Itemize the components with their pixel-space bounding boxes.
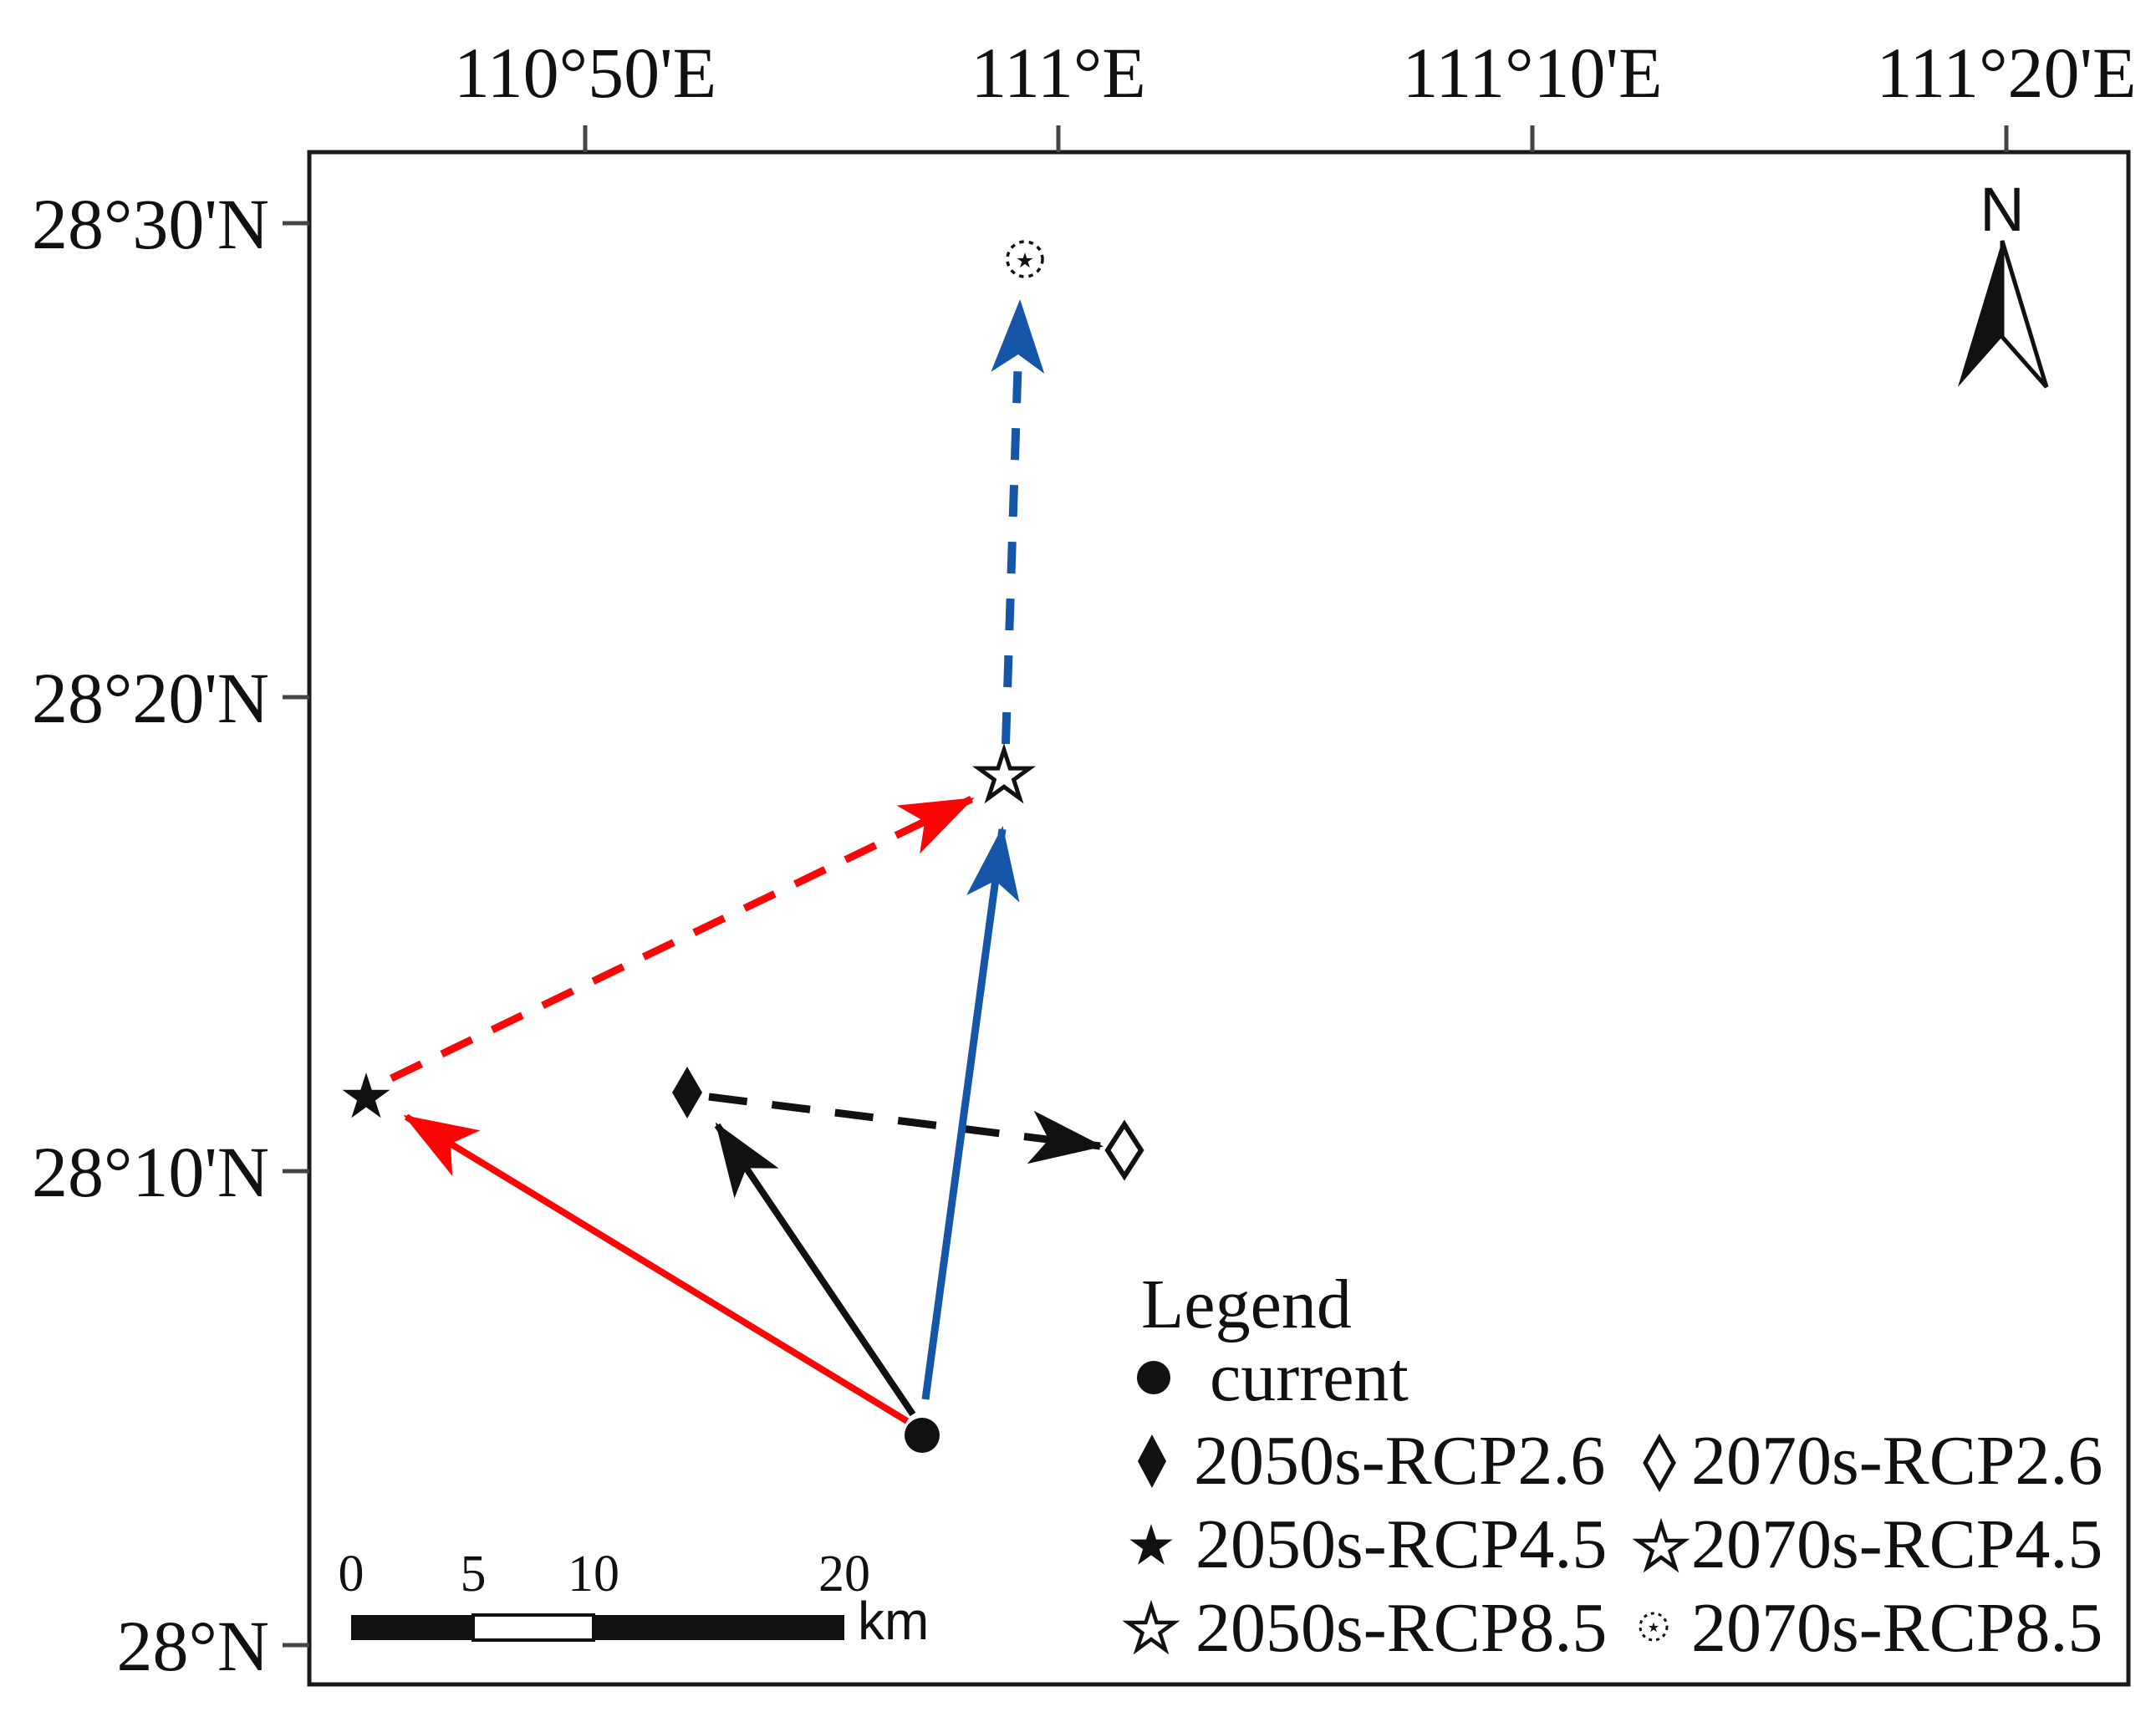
shift-arrows [390, 299, 1103, 1424]
marker-2050s-rcp26 [672, 1067, 702, 1118]
arrow-current-to-2050s-rcp26 [714, 1122, 916, 1417]
legend-marker-2070s-rcp26 [1643, 1433, 1676, 1493]
lat-label-0: 28°30'N [32, 184, 269, 264]
legend-marker-current [1137, 1361, 1170, 1394]
map-markers [342, 240, 1144, 1453]
latitude-axis [283, 221, 309, 1648]
legend-label-current: current [1210, 1338, 1409, 1416]
lon-label-0: 110°50'E [454, 33, 716, 113]
north-arrow-right-wing [2000, 240, 2049, 389]
marker-2070s-rcp45-and-2050s-rcp85 [979, 750, 1030, 798]
scale-bar-numbers: 0 5 10 20 [339, 1546, 871, 1602]
scale-tick-5: 5 [461, 1546, 487, 1602]
lat-label-2: 28°10'N [32, 1132, 269, 1212]
arrow-current-to-2050s-rcp85 [921, 826, 1020, 1400]
legend-label-2070s-rcp85: 2070s-RCP8.5 [1691, 1589, 2102, 1667]
arrow-2050s-rcp26-to-2070s-rcp26 [708, 1093, 1103, 1164]
marker-2070s-rcp85-circle [1006, 240, 1044, 278]
scale-bar: 0 5 10 20 km [339, 1546, 930, 1651]
legend-label-2070s-rcp26: 2070s-RCP2.6 [1691, 1422, 2102, 1500]
north-arrow-label: N [1980, 175, 2024, 244]
legend-marker-2050s-rcp85 [1128, 1606, 1174, 1649]
latitude-labels: 28°30'N 28°20'N 28°10'N 28°N [32, 184, 269, 1686]
marker-2070s-rcp26 [1104, 1119, 1144, 1181]
arrow-2050s-rcp45-to-2070s-rcp45 [390, 795, 975, 1083]
map-frame [307, 150, 2131, 1687]
marker-2050s-rcp45 [342, 1072, 390, 1118]
legend-label-2050s-rcp26: 2050s-RCP2.6 [1194, 1422, 1605, 1500]
legend-marker-2070s-rcp85-circle [1639, 1612, 1669, 1642]
lat-label-1: 28°20'N [32, 658, 269, 738]
legend-label-2070s-rcp45: 2070s-RCP4.5 [1691, 1506, 2102, 1583]
scale-bar-segment-5-10 [471, 1613, 595, 1642]
north-arrow: N [1958, 175, 2049, 389]
legend: Legend current 2050s-RCP2.6 2070s-RCP2.6… [1128, 1266, 2102, 1667]
legend-marker-2070s-rcp85-dot [1648, 1622, 1659, 1633]
marker-2070s-rcp85-dot [1017, 252, 1033, 268]
lon-label-2: 111°10'E [1402, 33, 1662, 113]
scale-bar-segment-10-20 [594, 1615, 844, 1640]
legend-marker-2050s-rcp26 [1138, 1434, 1166, 1488]
arrow-2050s-rcp85-to-2070s-rcp85 [991, 299, 1045, 745]
scale-tick-20: 20 [818, 1546, 870, 1602]
scale-bar-unit: km [858, 1591, 929, 1651]
arrow-current-to-2050s-rcp45 [403, 1113, 910, 1424]
lat-label-3: 28°N [117, 1606, 270, 1686]
legend-marker-2070s-rcp45 [1638, 1524, 1684, 1567]
legend-marker-2050s-rcp45 [1129, 1524, 1173, 1565]
scale-tick-0: 0 [339, 1546, 364, 1602]
scale-tick-10: 10 [568, 1546, 619, 1602]
lon-label-3: 111°20'E [1876, 33, 2136, 113]
scale-bar-segment-0-5 [351, 1615, 473, 1640]
longitude-axis [583, 125, 2009, 152]
legend-label-2050s-rcp85: 2050s-RCP8.5 [1195, 1589, 1607, 1667]
legend-title: Legend [1141, 1266, 1352, 1343]
north-arrow-left-wing [1958, 241, 2002, 387]
lon-label-1: 111°E [971, 33, 1146, 113]
legend-label-2050s-rcp45: 2050s-RCP4.5 [1195, 1506, 1607, 1583]
marker-current [905, 1418, 940, 1453]
longitude-labels: 110°50'E 111°E 111°10'E 111°20'E [454, 33, 2137, 113]
